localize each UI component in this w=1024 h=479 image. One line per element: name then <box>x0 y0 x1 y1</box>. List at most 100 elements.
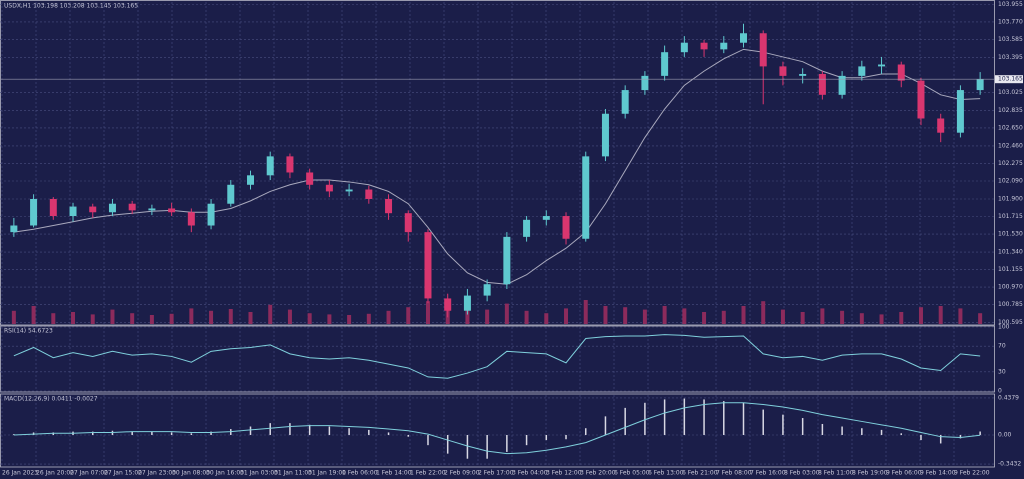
macd-histogram-bar <box>644 402 646 435</box>
volume-bar <box>130 313 135 324</box>
macd-histogram-bar <box>407 434 410 437</box>
macd-histogram-bar <box>939 434 942 444</box>
x-tick-label: 31 Jan 03:00 <box>240 470 278 477</box>
candle-body <box>385 198 393 214</box>
volume-bar <box>524 310 529 324</box>
macd-histogram-bar <box>900 433 903 435</box>
x-tick-label: 26 Jan 2023 <box>2 470 38 477</box>
macd-histogram-bar <box>762 409 764 435</box>
volume-bar <box>623 307 628 324</box>
x-tick-label: 30 Jan 08:00 <box>172 470 210 477</box>
candle-body <box>424 232 432 299</box>
y-tick-label: 102.090 <box>998 177 1023 184</box>
candle-body <box>404 213 412 233</box>
macd-histogram-bar <box>427 434 429 446</box>
macd-panel-frame <box>0 393 995 468</box>
volume-bar <box>741 306 746 324</box>
candle-body <box>956 90 964 133</box>
volume-bar <box>504 303 509 324</box>
y-tick-label: 70 <box>998 343 1006 350</box>
candle-body <box>365 189 373 199</box>
candle-body <box>542 216 550 220</box>
volume-bar <box>642 309 647 324</box>
volume-bar <box>465 308 470 324</box>
macd-histogram-bar <box>269 423 271 435</box>
x-tick-label: 27 Jan 07:00 <box>70 470 108 477</box>
x-tick-label: 8 Feb 11:00 <box>818 470 854 477</box>
macd-histogram-bar <box>841 426 843 435</box>
volume-bar <box>485 309 490 324</box>
x-tick-label: 9 Feb 06:00 <box>886 470 922 477</box>
y-tick-label: 101.530 <box>998 231 1023 238</box>
macd-histogram-bar <box>584 428 587 435</box>
rsi-line <box>13 334 981 379</box>
macd-histogram-bar <box>387 432 390 435</box>
x-tick-label: 7 Feb 08:00 <box>716 470 752 477</box>
candle-body <box>463 295 471 311</box>
candle-body <box>168 208 176 213</box>
volume-bar <box>780 309 785 324</box>
candle-body <box>503 236 511 285</box>
volume-bar <box>800 312 805 324</box>
volume-bar <box>918 307 923 324</box>
macd-histogram-bar <box>604 416 607 435</box>
volume-bar <box>228 309 233 324</box>
volume-bar <box>11 310 16 324</box>
y-tick-label: 101.900 <box>998 195 1023 202</box>
macd-histogram-bar <box>446 434 449 454</box>
macd-histogram-bar <box>821 423 824 435</box>
volume-bar <box>169 313 174 324</box>
macd-histogram-bar <box>328 426 331 435</box>
macd-histogram-bar <box>703 399 705 435</box>
x-tick-label: 27 Jan 23:00 <box>138 470 176 477</box>
macd-histogram-bar <box>210 431 212 435</box>
macd-histogram-bar <box>545 434 548 441</box>
volume-bar <box>544 313 549 324</box>
y-tick-label: 100.785 <box>998 301 1023 308</box>
x-tick-label: 2 Feb 09:00 <box>444 470 480 477</box>
y-tick-label: 101.155 <box>998 266 1023 273</box>
volume-bar <box>583 300 588 324</box>
macd-histogram-bar <box>506 434 508 452</box>
candle-body <box>266 156 274 176</box>
y-tick-label: 102.650 <box>998 124 1023 131</box>
candle-body <box>582 156 590 239</box>
macd-histogram-bar <box>880 429 883 435</box>
current-price-box <box>995 75 1023 84</box>
macd-histogram-bar <box>920 434 922 441</box>
macd-histogram-bar <box>170 432 173 435</box>
x-tick-label: 3 Feb 12:00 <box>546 470 582 477</box>
candle-body <box>523 219 531 237</box>
macd-histogram-bar <box>525 434 528 446</box>
volume-bar <box>327 314 332 324</box>
candle-body <box>227 184 235 204</box>
x-tick-label: 27 Jan 15:00 <box>104 470 142 477</box>
macd-signal-line <box>13 402 981 455</box>
candle-body <box>187 212 195 226</box>
candle-body <box>207 203 215 226</box>
x-tick-label: 7 Feb 16:00 <box>750 470 786 477</box>
macd-histogram-bar <box>723 401 725 435</box>
volume-bar <box>761 301 766 324</box>
y-tick-label: 100 <box>998 324 1010 331</box>
candle-body <box>700 42 708 50</box>
macd-histogram-bar <box>91 431 94 435</box>
volume-bar <box>938 306 943 324</box>
candle-body <box>779 66 787 76</box>
y-tick-label: 100.970 <box>998 284 1023 291</box>
candle-body <box>49 198 57 217</box>
macd-histogram-bar <box>348 428 350 435</box>
volume-bar <box>662 306 667 324</box>
macd-histogram-bar <box>683 398 686 435</box>
macd-histogram-bar <box>801 418 804 435</box>
volume-bar <box>287 309 292 324</box>
y-tick-label: -0.3432 <box>998 461 1021 468</box>
candle-body <box>247 175 254 185</box>
candle-body <box>601 113 609 157</box>
volume-bar <box>425 301 430 324</box>
macd-histogram-bar <box>190 433 193 435</box>
volume-bar <box>859 313 864 324</box>
macd-histogram-bar <box>249 426 252 435</box>
candle-body <box>680 42 688 53</box>
